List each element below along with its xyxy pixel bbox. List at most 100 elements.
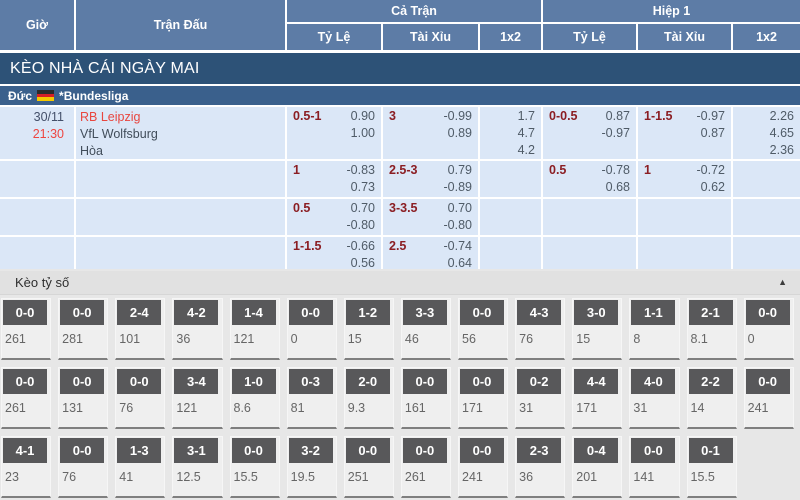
odds-value[interactable]: 0.90 xyxy=(350,109,375,123)
score-box[interactable]: 0-0 141 xyxy=(629,436,680,498)
score-box[interactable]: 0-1 15.5 xyxy=(686,436,737,498)
ft-handicap-cell[interactable]: 1 -0.83 0.73 xyxy=(287,161,383,197)
score-box[interactable]: 1-4 121 xyxy=(229,298,280,360)
away-team-link[interactable]: VfL Wolfsburg xyxy=(80,127,158,141)
odds-value[interactable]: -0.99 xyxy=(443,109,473,123)
score-cell[interactable]: 0-0 261 xyxy=(400,436,457,498)
score-box[interactable]: 0-0 56 xyxy=(458,298,509,360)
score-cell[interactable]: 0-0 161 xyxy=(400,367,457,429)
score-cell[interactable]: 4-3 76 xyxy=(514,298,571,360)
odds-value[interactable]: 0.70 xyxy=(447,201,472,215)
score-box[interactable]: 0-0 261 xyxy=(1,367,52,429)
odds-value[interactable]: 0.70 xyxy=(350,201,375,215)
score-cell[interactable]: 3-3 46 xyxy=(400,298,457,360)
score-box[interactable]: 0-0 131 xyxy=(58,367,109,429)
ft-overunder-cell[interactable]: 3 -0.99 0.89 xyxy=(383,107,480,159)
score-cell[interactable]: 4-4 171 xyxy=(571,367,628,429)
score-cell[interactable]: 0-0 141 xyxy=(628,436,685,498)
ft-overunder-cell[interactable]: 2.5 -0.74 0.64 xyxy=(383,237,480,270)
score-box[interactable]: 3-3 46 xyxy=(400,298,451,360)
score-box[interactable]: 0-3 81 xyxy=(286,367,337,429)
odds-value[interactable]: 0.89 xyxy=(447,126,472,140)
score-cell[interactable]: 1-3 41 xyxy=(114,436,171,498)
score-box[interactable]: 2-1 8.1 xyxy=(686,298,737,360)
odds-value[interactable]: 2.36 xyxy=(769,143,794,157)
score-box[interactable]: 4-3 76 xyxy=(515,298,566,360)
odds-value[interactable]: -0.66 xyxy=(346,239,376,253)
score-box[interactable]: 2-4 101 xyxy=(115,298,166,360)
score-cell[interactable]: 0-0 251 xyxy=(343,436,400,498)
score-box[interactable]: 4-0 31 xyxy=(629,367,680,429)
odds-value[interactable]: -0.72 xyxy=(696,163,726,177)
score-cell[interactable]: 2-3 36 xyxy=(514,436,571,498)
odds-value[interactable]: -0.89 xyxy=(443,180,473,194)
score-box[interactable]: 0-0 251 xyxy=(343,436,394,498)
odds-value[interactable]: 0.62 xyxy=(700,180,725,194)
odds-value[interactable]: 4.7 xyxy=(517,126,535,140)
score-cell[interactable]: 4-2 36 xyxy=(171,298,228,360)
odds-value[interactable]: -0.83 xyxy=(346,163,376,177)
h1-handicap-cell[interactable]: 0-0.5 0.87 -0.97 xyxy=(543,107,638,159)
correct-score-section-bar[interactable]: Kèo tỷ số ▲ xyxy=(0,271,800,295)
odds-value[interactable]: -0.97 xyxy=(601,126,631,140)
odds-value[interactable]: 0.68 xyxy=(605,180,630,194)
score-cell[interactable]: 1-0 8.6 xyxy=(229,367,286,429)
score-cell[interactable]: 0-0 131 xyxy=(57,367,114,429)
score-cell[interactable]: 0-2 31 xyxy=(514,367,571,429)
h1-1x2-cell[interactable]: 2.26 4.65 2.36 xyxy=(733,107,800,159)
odds-value[interactable]: 4.2 xyxy=(517,143,535,157)
odds-value[interactable]: -0.97 xyxy=(696,109,726,123)
score-box[interactable]: 4-2 36 xyxy=(172,298,223,360)
score-cell[interactable]: 1-1 8 xyxy=(628,298,685,360)
odds-value[interactable]: 0.87 xyxy=(700,126,725,140)
h1-overunder-cell[interactable]: 1-1.5 -0.97 0.87 xyxy=(638,107,733,159)
odds-value[interactable]: 0.87 xyxy=(605,109,630,123)
score-cell[interactable]: 2-1 8.1 xyxy=(686,298,743,360)
ft-1x2-cell[interactable]: 1.7 4.7 4.2 xyxy=(480,107,543,159)
score-box[interactable]: 0-0 0 xyxy=(286,298,337,360)
score-cell[interactable]: 0-0 76 xyxy=(57,436,114,498)
score-box[interactable]: 3-1 12.5 xyxy=(172,436,223,498)
odds-value[interactable]: -0.74 xyxy=(443,239,473,253)
odds-value[interactable]: 0.56 xyxy=(350,256,375,270)
odds-value[interactable]: 0.73 xyxy=(350,180,375,194)
odds-value[interactable]: 0.64 xyxy=(447,256,472,270)
match-teams-cell[interactable]: RB Leipzig VfL Wolfsburg Hòa xyxy=(76,107,287,159)
score-cell[interactable]: 0-0 15.5 xyxy=(229,436,286,498)
score-box[interactable]: 2-0 9.3 xyxy=(343,367,394,429)
score-box[interactable]: 0-0 76 xyxy=(58,436,109,498)
score-box[interactable]: 0-0 0 xyxy=(743,298,794,360)
score-cell[interactable]: 0-0 281 xyxy=(57,298,114,360)
score-box[interactable]: 3-4 121 xyxy=(172,367,223,429)
score-box[interactable]: 0-4 201 xyxy=(572,436,623,498)
score-box[interactable]: 0-2 31 xyxy=(515,367,566,429)
score-box[interactable]: 0-0 241 xyxy=(743,367,794,429)
h1-handicap-cell[interactable]: 0.5 -0.78 0.68 xyxy=(543,161,638,197)
score-cell[interactable]: 1-4 121 xyxy=(229,298,286,360)
score-box[interactable]: 1-3 41 xyxy=(115,436,166,498)
score-cell[interactable]: 0-0 261 xyxy=(0,298,57,360)
score-cell[interactable]: 0-4 201 xyxy=(571,436,628,498)
score-cell[interactable]: 0-0 56 xyxy=(457,298,514,360)
odds-value[interactable]: 1.7 xyxy=(517,109,535,123)
score-box[interactable]: 1-1 8 xyxy=(629,298,680,360)
league-row[interactable]: Đức *Bundesliga xyxy=(0,86,800,105)
score-box[interactable]: 2-2 14 xyxy=(686,367,737,429)
score-box[interactable]: 0-0 161 xyxy=(400,367,451,429)
score-box[interactable]: 0-0 261 xyxy=(1,298,52,360)
score-box[interactable]: 0-0 261 xyxy=(400,436,451,498)
collapse-triangle-up-icon[interactable]: ▲ xyxy=(778,277,787,287)
score-cell[interactable]: 2-2 14 xyxy=(686,367,743,429)
score-cell[interactable]: 3-1 12.5 xyxy=(171,436,228,498)
score-box[interactable]: 1-0 8.6 xyxy=(229,367,280,429)
score-cell[interactable]: 3-0 15 xyxy=(571,298,628,360)
score-cell[interactable]: 3-2 19.5 xyxy=(286,436,343,498)
score-box[interactable]: 4-4 171 xyxy=(572,367,623,429)
ft-handicap-cell[interactable]: 1-1.5 -0.66 0.56 xyxy=(287,237,383,270)
score-cell[interactable]: 2-0 9.3 xyxy=(343,367,400,429)
odds-value[interactable]: 0.79 xyxy=(447,163,472,177)
ft-overunder-cell[interactable]: 3-3.5 0.70 -0.80 xyxy=(383,199,480,235)
score-cell[interactable]: 0-1 15.5 xyxy=(686,436,743,498)
score-cell[interactable]: 0-3 81 xyxy=(286,367,343,429)
score-cell[interactable]: 1-2 15 xyxy=(343,298,400,360)
